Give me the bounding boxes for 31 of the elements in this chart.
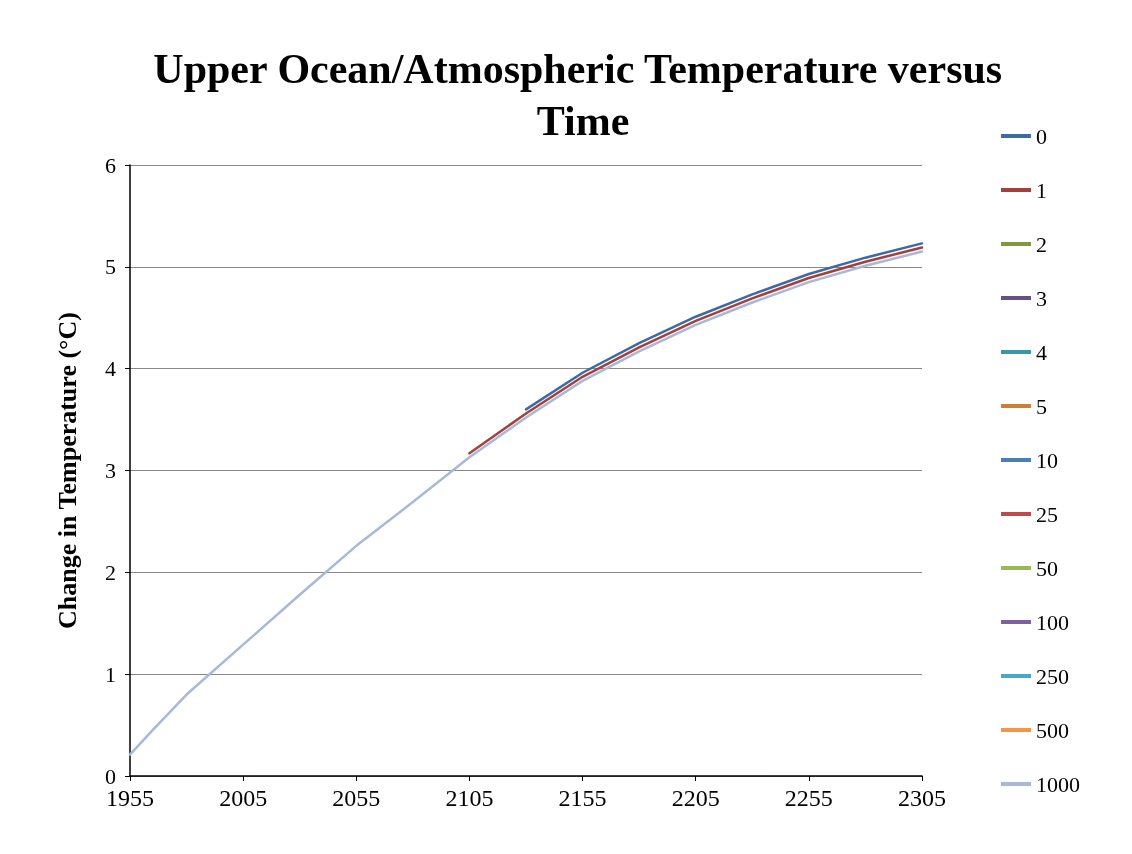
x-tick-label: 2255 bbox=[784, 785, 833, 811]
chart-title: Upper Ocean/Atmospheric Temperature versus Time bbox=[153, 46, 1013, 144]
legend-label: 25 bbox=[1036, 501, 1058, 527]
y-tick-label: 5 bbox=[105, 254, 116, 280]
legend-label: 0 bbox=[1036, 123, 1047, 149]
y-tick-label: 3 bbox=[105, 458, 116, 483]
line-series bbox=[128, 250, 924, 756]
legend-label: 10 bbox=[1036, 447, 1058, 473]
y-tick-label: 1 bbox=[105, 661, 116, 687]
legend-label: 2 bbox=[1036, 231, 1047, 257]
legend-label: 100 bbox=[1036, 609, 1069, 635]
y-tick-label: 6 bbox=[105, 152, 116, 178]
legend-label: 4 bbox=[1036, 339, 1047, 365]
line-series bbox=[524, 242, 924, 411]
x-tick-label: 2055 bbox=[332, 785, 381, 811]
x-tick-label: 2105 bbox=[445, 785, 494, 811]
y-axis-title: Change in Temperature (°C) bbox=[52, 312, 82, 629]
y-tick-label: 4 bbox=[105, 356, 116, 382]
line-series bbox=[468, 246, 924, 455]
y-tick-label: 2 bbox=[105, 559, 116, 585]
legend-label: 1000 bbox=[1036, 771, 1080, 797]
legend-label: 3 bbox=[1036, 285, 1047, 311]
legend-label: 500 bbox=[1036, 717, 1069, 743]
x-tick-label: 2005 bbox=[219, 785, 268, 811]
x-tick-label: 2155 bbox=[558, 785, 607, 811]
legend-label: 250 bbox=[1036, 663, 1069, 689]
x-tick-label: 2305 bbox=[898, 785, 946, 811]
x-tick-label: 2205 bbox=[671, 785, 720, 811]
legend-label: 5 bbox=[1036, 393, 1047, 419]
legend-label: 50 bbox=[1036, 555, 1058, 581]
legend-label: 1 bbox=[1036, 177, 1047, 203]
